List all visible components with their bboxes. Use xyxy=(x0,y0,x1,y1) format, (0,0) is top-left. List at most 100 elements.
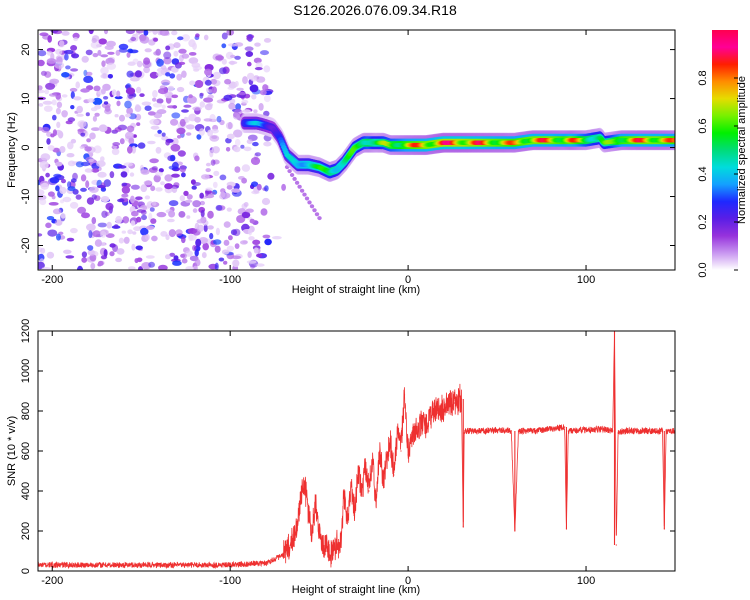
snr-data-point xyxy=(615,544,617,546)
noise-speckle xyxy=(120,171,128,178)
noise-speckle xyxy=(121,193,129,198)
noise-speckle xyxy=(91,127,100,131)
noise-speckle xyxy=(89,254,97,262)
noise-speckle xyxy=(116,248,125,255)
noise-speckle xyxy=(151,166,158,171)
noise-speckle xyxy=(188,94,193,99)
noise-speckle xyxy=(178,211,186,218)
noise-speckle xyxy=(48,202,59,206)
noise-speckle xyxy=(226,133,235,140)
noise-speckle xyxy=(131,210,139,217)
noise-speckle xyxy=(61,110,68,118)
noise-speckle xyxy=(240,144,245,149)
noise-speckle xyxy=(94,104,101,110)
noise-speckle xyxy=(171,137,179,146)
noise-speckle xyxy=(144,48,152,53)
noise-speckle xyxy=(127,229,133,235)
colorbar-gradient xyxy=(712,30,738,270)
noise-speckle xyxy=(160,231,168,237)
noise-speckle xyxy=(234,243,240,250)
noise-speckle xyxy=(147,111,156,116)
noise-speckle xyxy=(254,152,261,157)
noise-speckle xyxy=(160,65,167,70)
noise-speckle xyxy=(151,235,158,242)
noise-speckle xyxy=(302,192,307,197)
noise-speckle xyxy=(242,240,248,244)
noise-speckle xyxy=(187,98,195,103)
noise-speckle xyxy=(165,140,170,146)
noise-speckle xyxy=(55,185,60,192)
noise-speckle xyxy=(122,216,130,224)
noise-speckle xyxy=(45,222,52,229)
noise-speckle xyxy=(230,54,236,59)
snr-data-point xyxy=(661,430,664,432)
snr-data-point xyxy=(375,500,377,502)
snr-data-point xyxy=(307,510,310,512)
noise-speckle xyxy=(194,116,201,123)
noise-speckle xyxy=(38,103,44,107)
noise-speckle xyxy=(77,128,85,132)
noise-speckle xyxy=(173,182,180,188)
noise-speckle xyxy=(149,158,159,164)
noise-speckle xyxy=(244,46,254,51)
snr-data-point xyxy=(336,540,338,542)
noise-speckle xyxy=(63,49,74,55)
noise-speckle xyxy=(126,107,133,115)
noise-speckle xyxy=(215,55,225,61)
snr-series-line xyxy=(38,331,675,570)
noise-speckle xyxy=(233,146,241,153)
noise-speckle xyxy=(241,211,251,219)
noise-speckle xyxy=(203,224,208,233)
noise-speckle xyxy=(165,72,171,77)
noise-speckle xyxy=(85,49,93,56)
noise-speckle xyxy=(123,236,130,244)
noise-speckle xyxy=(241,177,248,184)
snr-data-point xyxy=(229,564,231,566)
snr-data-point xyxy=(389,440,391,442)
noise-speckle xyxy=(88,30,94,35)
noise-speckle xyxy=(70,91,75,99)
noise-speckle xyxy=(136,122,141,126)
noise-speckle xyxy=(76,105,83,114)
noise-speckle xyxy=(41,126,50,133)
noise-speckle xyxy=(126,70,134,78)
noise-speckle xyxy=(130,195,135,204)
noise-speckle xyxy=(105,233,115,239)
noise-speckle xyxy=(164,183,173,190)
noise-speckle xyxy=(97,49,102,56)
snr-y-tick-label: 1000 xyxy=(20,359,32,383)
noise-speckle xyxy=(61,178,66,184)
noise-speckle xyxy=(75,194,82,200)
colorbar-tick-label: 0.4 xyxy=(697,166,709,181)
noise-speckle xyxy=(101,210,108,218)
noise-speckle xyxy=(281,183,286,191)
noise-speckle xyxy=(263,110,270,117)
noise-speckle xyxy=(228,102,236,110)
snr-data-point xyxy=(386,460,388,462)
noise-speckle xyxy=(56,101,63,109)
noise-speckle xyxy=(251,181,259,187)
noise-speckle xyxy=(153,37,158,42)
noise-speckle xyxy=(263,65,271,73)
noise-speckle xyxy=(66,153,75,158)
noise-speckle xyxy=(176,127,186,135)
noise-speckle xyxy=(249,84,259,93)
noise-speckle xyxy=(150,218,157,224)
noise-speckle xyxy=(161,135,169,141)
noise-speckle xyxy=(71,53,80,59)
noise-speckle xyxy=(173,255,179,261)
noise-speckle xyxy=(81,55,89,63)
noise-speckle xyxy=(39,32,49,37)
noise-speckle xyxy=(70,138,77,144)
noise-speckle xyxy=(248,227,253,236)
noise-speckle xyxy=(47,35,52,43)
noise-speckle xyxy=(100,196,110,203)
noise-speckle xyxy=(215,227,220,236)
noise-speckle xyxy=(85,112,90,117)
noise-speckle xyxy=(160,79,171,86)
snr-x-tick-label: -100 xyxy=(219,575,241,587)
noise-speckle xyxy=(109,243,116,248)
noise-speckle xyxy=(109,251,115,257)
noise-speckle xyxy=(194,80,204,88)
noise-speckle xyxy=(181,172,186,178)
